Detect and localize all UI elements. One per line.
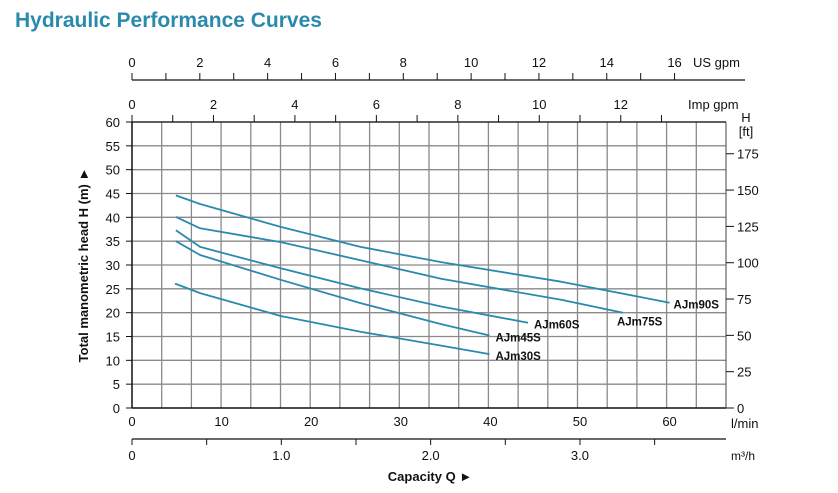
- curve-ajm75s: [175, 216, 624, 314]
- m3h-unit-label: m³/h: [731, 449, 755, 463]
- top-axis-label: 6: [332, 55, 339, 70]
- right-tick-label: 125: [737, 219, 759, 234]
- y-tick-label: 50: [106, 163, 120, 178]
- right-axis-unit: [ft]: [739, 124, 753, 139]
- y-axis-title: Total manometric head H (m) ►: [76, 168, 91, 363]
- curve-ajm30s: [174, 282, 490, 355]
- top-axis-label: 2: [196, 55, 203, 70]
- chart-title: Hydraulic Performance Curves: [15, 9, 322, 32]
- y-tick-label: 5: [113, 377, 120, 392]
- x-tick-label: 20: [304, 414, 318, 429]
- m3h-axis-label: 3.0: [571, 448, 589, 463]
- x-tick-label: 60: [662, 414, 676, 429]
- top-axis-label: 8: [400, 55, 407, 70]
- x-axis-title: Capacity Q ►: [388, 469, 472, 484]
- top-axis-unit: Imp gpm: [688, 97, 739, 112]
- curve-label: AJm60S: [534, 320, 580, 332]
- y-tick-label: 35: [106, 234, 120, 249]
- top-axis-label: 16: [667, 55, 681, 70]
- curve-label: AJm75S: [617, 317, 663, 329]
- y-tick-label: 20: [106, 306, 120, 321]
- right-axis-label: H: [741, 110, 750, 125]
- right-tick-label: 150: [737, 183, 759, 198]
- y-tick-label: 25: [106, 282, 120, 297]
- x-tick-label: 30: [394, 414, 408, 429]
- top-axis-label: 0: [128, 97, 135, 112]
- right-tick-label: 0: [737, 401, 744, 416]
- top-axis-label: 0: [128, 55, 135, 70]
- y-tick-label: 30: [106, 258, 120, 273]
- top-axis-label: 10: [532, 97, 546, 112]
- x-tick-label: 50: [573, 414, 587, 429]
- right-tick-label: 75: [737, 292, 751, 307]
- x-tick-label: 10: [214, 414, 228, 429]
- curve-ajm90s: [175, 194, 670, 304]
- top-axis-label: 12: [532, 55, 546, 70]
- m3h-axis-label: 2.0: [422, 448, 440, 463]
- top-axis-unit: US gpm: [693, 55, 740, 70]
- curve-label: AJm45S: [495, 333, 541, 345]
- right-tick-label: 175: [737, 147, 759, 162]
- y-tick-label: 45: [106, 187, 120, 202]
- top-axis-label: 12: [614, 97, 628, 112]
- right-tick-label: 25: [737, 365, 751, 380]
- curve-label: AJm90S: [674, 300, 720, 312]
- top-axis-label: 6: [373, 97, 380, 112]
- top-axis-label: 10: [464, 55, 478, 70]
- y-tick-label: 60: [106, 115, 120, 130]
- y-tick-label: 10: [106, 353, 120, 368]
- x-tick-label: 40: [483, 414, 497, 429]
- right-tick-label: 100: [737, 256, 759, 271]
- right-tick-label: 50: [737, 328, 751, 343]
- curve-ajm60s: [175, 229, 529, 324]
- m3h-axis-label: 0: [128, 448, 135, 463]
- y-tick-label: 15: [106, 330, 120, 345]
- curve-ajm45s: [175, 240, 490, 337]
- curve-label: AJm30S: [495, 351, 541, 363]
- x-unit-label: l/min: [731, 416, 758, 431]
- y-tick-label: 55: [106, 139, 120, 154]
- top-axis-label: 14: [600, 55, 614, 70]
- y-tick-label: 40: [106, 210, 120, 225]
- top-axis-label: 4: [264, 55, 271, 70]
- x-tick-label: 0: [128, 414, 135, 429]
- top-axis-label: 8: [454, 97, 461, 112]
- m3h-axis-label: 1.0: [272, 448, 290, 463]
- top-axis-label: 2: [210, 97, 217, 112]
- top-axis-label: 4: [291, 97, 298, 112]
- y-tick-label: 0: [113, 401, 120, 416]
